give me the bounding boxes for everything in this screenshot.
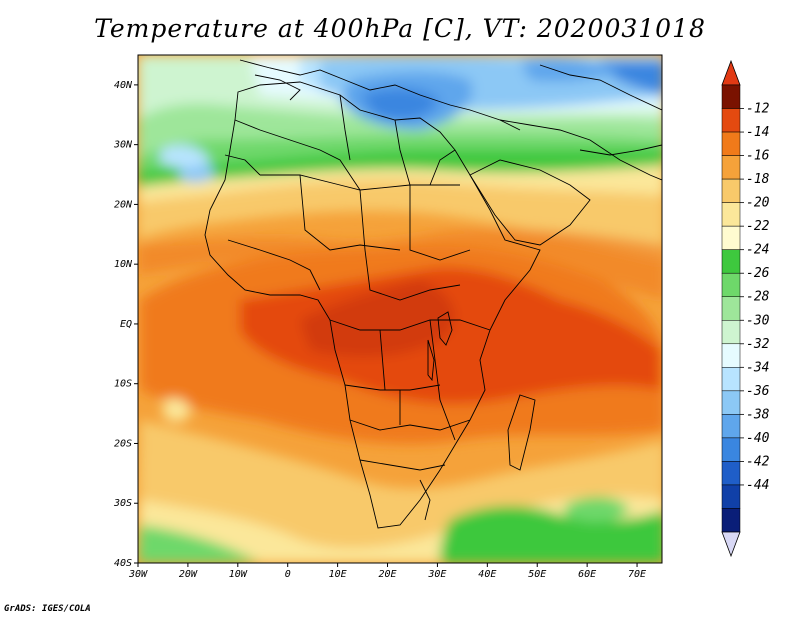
lon-tick-label: 40E [478,569,496,580]
colorbar-label: -44 [746,478,769,493]
lat-tick-label: 20N [114,199,133,210]
colorbar-label: -36 [746,384,770,399]
coastlines [204,59,662,529]
colorbar-label: -28 [746,290,770,305]
lat-tick-label: 20S [114,438,132,449]
colorbar-segment [721,296,741,321]
colorbar-over-triangle [721,59,741,86]
colorbar-label: -26 [746,266,770,281]
colorbar-segment [721,461,741,486]
lat-tick-label: 30S [113,498,132,509]
colorbar-segment [721,484,741,509]
lon-tick-label: 50E [528,569,546,580]
colorbar-segment [721,108,741,133]
colorbar-segment [721,414,741,439]
lon-tick-label: 10W [229,569,248,580]
lon-tick-label: 0 [285,569,291,580]
colorbar-segment [721,367,741,392]
lat-tick-label: 10S [114,379,132,390]
colorbar-label: -14 [746,125,769,140]
lon-tick-label: 20E [378,569,396,580]
map-frame [137,54,663,564]
colorbar-segment [721,390,741,415]
lon-tick-label: 70E [628,569,646,580]
colorbar-segment [721,343,741,368]
lon-tick-label: 10E [329,569,347,580]
colorbar-label: -18 [746,172,770,187]
grads-credit: GrADS: IGES/COLA [4,604,91,614]
colorbar-label: -32 [746,337,770,352]
lat-tick-label: EQ [120,319,132,330]
colorbar-label: -24 [746,243,769,258]
colorbar-segment [721,437,741,462]
lon-tick-label: 30E [427,569,446,580]
colorbar-under-triangle [721,531,741,558]
colorbar-segment [721,178,741,203]
colorbar-segment [721,508,741,533]
lat-tick-label: 40N [114,80,133,91]
colorbar-label: -22 [746,219,770,234]
longitude-axis: 30W 20W 10W 0 10E 20E 30E 40E 50E 60E 70E [128,563,646,580]
map-title: Temperature at 400hPa [C], VT: 202003101… [94,14,706,43]
colorbar-segment [721,155,741,180]
lat-tick-label: 40S [114,558,132,569]
lon-tick-label: 30W [128,569,148,580]
colorbar-segment [721,131,741,156]
colorbar-label: -16 [746,149,770,164]
colorbar-segment [721,320,741,345]
temperature-field [138,55,662,563]
colorbar-segment [721,225,741,250]
colorbar-segment [721,202,741,227]
colorbar-label: -20 [746,196,770,211]
colorbar-label: -34 [746,360,769,375]
colorbar-segment [721,249,741,274]
colorbar: -12 -14 -16 -18 -20 -22 -24 -26 -28 -30 -32 -34 -36 -… [721,59,770,558]
colorbar-label: -40 [746,431,770,446]
colorbar-label: -30 [746,313,770,328]
lon-tick-label: 60E [578,569,596,580]
lon-tick-label: 20W [179,569,198,580]
colorbar-segment [721,84,741,109]
lat-tick-label: 10N [114,259,133,270]
colorbar-label: -42 [746,454,770,469]
colorbar-label: -12 [746,102,770,117]
colorbar-segment [721,272,741,297]
latitude-axis: 40N 30N 20N 10N EQ 10S 20S 30S 40S [113,80,138,569]
colorbar-label: -38 [746,407,770,422]
lat-tick-label: 30N [113,140,133,151]
